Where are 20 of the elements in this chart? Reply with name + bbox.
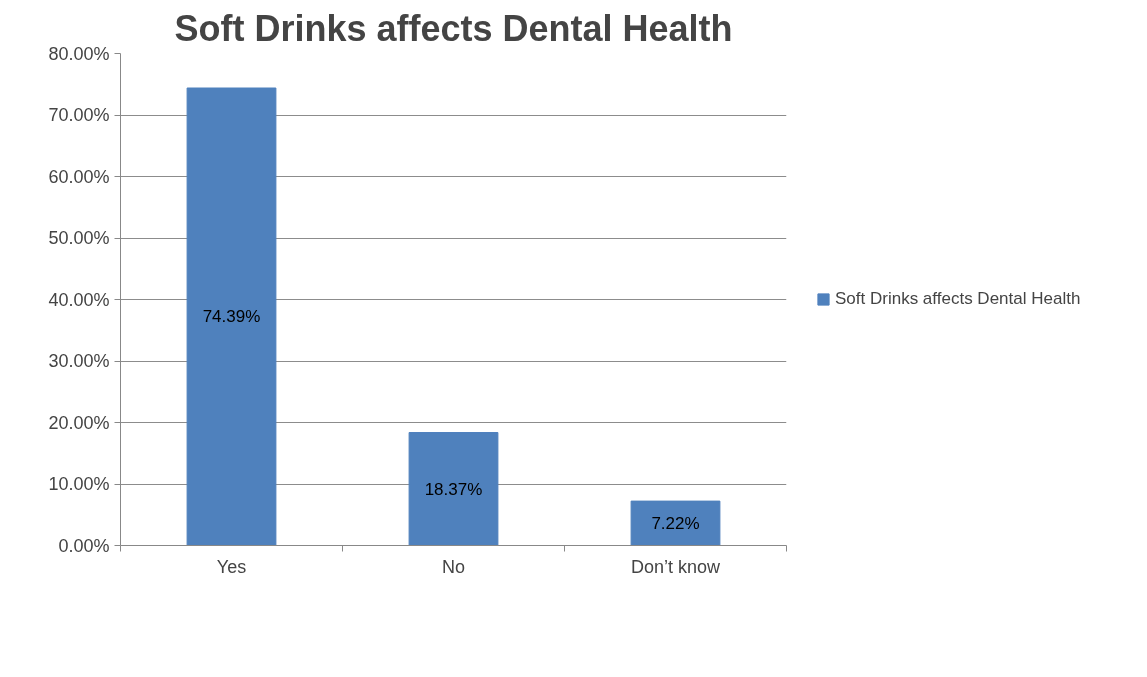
y-tick-label: 10.00% <box>48 474 110 494</box>
bar <box>408 432 499 546</box>
x-tick-label: No <box>442 556 466 577</box>
x-tick-label: Yes <box>216 556 247 577</box>
data-label: 18.37% <box>424 479 483 499</box>
bar <box>630 500 721 546</box>
y-tick-label: 20.00% <box>48 412 110 433</box>
bar <box>186 87 277 546</box>
y-tick-label: 30.00% <box>48 351 110 371</box>
y-tick-label: 80.00% <box>48 43 110 64</box>
x-tick-label: Don’t know <box>630 556 722 577</box>
y-tick-label: 70.00% <box>48 105 110 125</box>
chart-title: Soft Drinks affects Dental Health <box>174 7 733 49</box>
y-tick-label: 50.00% <box>48 228 110 248</box>
data-label: 74.39% <box>202 307 261 327</box>
legend-label: Soft Drinks affects Dental Health <box>835 289 1081 309</box>
y-tick-label: 60.00% <box>48 166 110 187</box>
data-label: 7.22% <box>651 513 700 533</box>
y-tick-label: 0.00% <box>58 535 110 556</box>
y-tick-label: 40.00% <box>48 289 110 310</box>
